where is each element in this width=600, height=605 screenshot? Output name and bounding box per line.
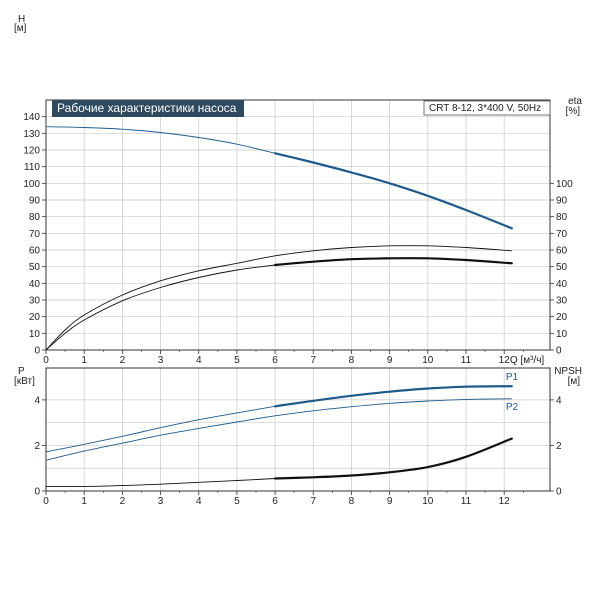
- y-left-tick-label: 80: [29, 212, 41, 223]
- x-tick-label: 11: [461, 355, 472, 366]
- x-tick-label: 9: [387, 496, 393, 507]
- x-tick-label: 10: [422, 355, 434, 366]
- series-curve-thin: [45, 245, 512, 351]
- x-tick-label: 5: [234, 355, 240, 366]
- x-tick-label: 0: [43, 496, 49, 507]
- y-right-tick-label: 0: [556, 346, 562, 357]
- y-left-axis-unit: [кВт]: [14, 376, 35, 387]
- y-right-tick-label: 2: [556, 441, 562, 452]
- y-left-tick-label: 60: [29, 246, 41, 257]
- plot-frame: [45, 367, 551, 492]
- y-right-tick-label: 100: [556, 179, 573, 190]
- y-left-tick-label: 110: [24, 162, 40, 173]
- y-right-tick-label: 70: [556, 229, 568, 240]
- y-right-axis-label: eta: [568, 96, 582, 107]
- y-left-tick-label: 20: [29, 312, 41, 323]
- x-tick-label: 4: [196, 355, 202, 366]
- y-right-tick-label: 80: [556, 212, 568, 223]
- x-tick-label: 7: [310, 355, 316, 366]
- x-tick-label: 8: [349, 355, 355, 366]
- y-right-tick-label: 50: [556, 262, 568, 273]
- y-right-tick-label: 20: [556, 312, 568, 323]
- chart-title-background: [52, 100, 244, 117]
- x-tick-label: 1: [81, 355, 87, 366]
- x-tick-label: 7: [310, 496, 316, 507]
- series-curve-bold: [274, 385, 513, 408]
- y-left-tick-label: 0: [34, 346, 40, 357]
- y-left-tick-label: 50: [29, 262, 41, 273]
- x-axis-label: Q [м³/ч]: [510, 355, 545, 366]
- y-right-axis-unit: [%]: [566, 106, 581, 117]
- x-tick-label: 5: [234, 496, 240, 507]
- y-left-tick-label: 70: [29, 229, 41, 240]
- series-label: P2: [506, 402, 519, 413]
- y-left-tick-label: 40: [29, 279, 41, 290]
- x-tick-label: 3: [158, 496, 164, 507]
- y-left-tick-label: 100: [23, 179, 40, 190]
- x-tick-label: 6: [272, 355, 278, 366]
- y-left-tick-label: 130: [23, 129, 40, 140]
- y-right-axis-unit: [м]: [568, 376, 581, 387]
- x-tick-label: 8: [349, 496, 355, 507]
- y-left-tick-label: 140: [23, 112, 40, 123]
- series-curve-thin: [45, 405, 276, 453]
- y-left-tick-label: 10: [29, 329, 41, 340]
- y-right-tick-label: 90: [556, 196, 568, 207]
- y-right-tick-label: 10: [556, 329, 568, 340]
- x-tick-label: 2: [120, 355, 126, 366]
- x-tick-label: 11: [461, 496, 472, 507]
- y-left-tick-label: 30: [29, 296, 41, 307]
- y-left-axis-label: P: [18, 366, 25, 377]
- y-right-tick-label: 40: [556, 279, 568, 290]
- y-right-tick-label: 30: [556, 296, 568, 307]
- y-left-tick-label: 0: [34, 487, 40, 498]
- series-curve-thin: [45, 478, 276, 487]
- y-left-axis-unit: [м]: [14, 23, 27, 34]
- x-tick-label: 1: [81, 496, 87, 507]
- y-right-axis-label: NPSH: [554, 366, 582, 377]
- x-tick-label: 9: [387, 355, 393, 366]
- series-label: P1: [506, 372, 519, 383]
- series-curve-bold: [274, 257, 513, 267]
- x-tick-label: 4: [196, 496, 202, 507]
- x-tick-label: 3: [158, 355, 164, 366]
- x-tick-label: 6: [272, 496, 278, 507]
- pump-info-box: [423, 100, 551, 116]
- series-curve-thin: [45, 126, 276, 154]
- y-left-axis-label: H: [18, 14, 25, 25]
- series-curve-bold: [274, 437, 513, 480]
- y-right-tick-label: 4: [556, 395, 562, 406]
- pump-info-text: CRT 8-12, 3*400 V, 50Hz: [429, 103, 541, 114]
- plot-frame: [45, 99, 551, 351]
- x-tick-label: 12: [499, 355, 511, 366]
- series-curve-thin: [45, 398, 512, 461]
- chart-title: Рабочие характеристики насоса: [57, 101, 237, 115]
- series-curve-thin: [45, 264, 276, 351]
- x-tick-label: 12: [499, 496, 511, 507]
- y-left-tick-label: 2: [34, 441, 40, 452]
- y-left-tick-label: 90: [29, 196, 41, 207]
- x-tick-label: 0: [43, 355, 49, 366]
- head-efficiency-panel: 0 1 2 3 4 5 6 7 8 9 10 11 12010203040506070809010011…: [14, 14, 582, 366]
- series-curve-bold: [274, 152, 513, 230]
- x-tick-label: 10: [422, 496, 434, 507]
- y-left-tick-label: 120: [23, 146, 40, 157]
- y-right-tick-label: 60: [556, 246, 568, 257]
- y-right-tick-label: 0: [556, 487, 562, 498]
- x-tick-label: 2: [120, 496, 126, 507]
- y-left-tick-label: 4: [34, 395, 40, 406]
